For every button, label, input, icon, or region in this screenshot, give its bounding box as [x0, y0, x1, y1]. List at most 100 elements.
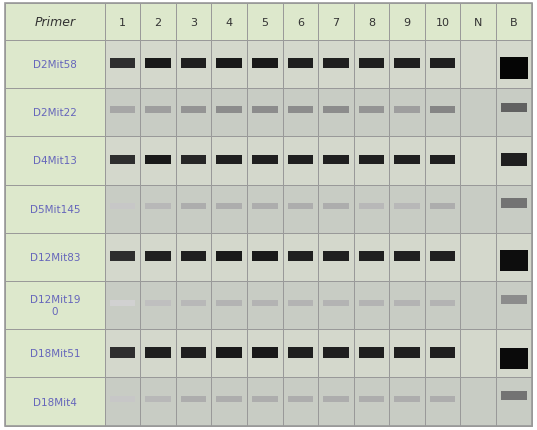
- Bar: [216, 396, 242, 402]
- Bar: [252, 300, 278, 306]
- Bar: [496, 89, 532, 137]
- Text: 3: 3: [190, 18, 197, 28]
- Bar: [252, 396, 278, 402]
- Bar: [499, 348, 528, 369]
- Bar: [105, 4, 140, 41]
- Bar: [216, 107, 242, 114]
- Text: 9: 9: [403, 18, 411, 28]
- Bar: [430, 396, 455, 402]
- Bar: [5, 137, 105, 185]
- Bar: [354, 137, 389, 185]
- Bar: [176, 89, 212, 137]
- Bar: [5, 89, 105, 137]
- Bar: [181, 396, 206, 402]
- Bar: [323, 155, 349, 165]
- Bar: [359, 204, 384, 210]
- Bar: [216, 204, 242, 210]
- Bar: [216, 347, 242, 358]
- Bar: [212, 41, 247, 89]
- Bar: [288, 107, 313, 114]
- Bar: [176, 41, 212, 89]
- Bar: [176, 281, 212, 329]
- Bar: [146, 347, 171, 358]
- Bar: [288, 300, 313, 306]
- Text: D4Mit13: D4Mit13: [33, 156, 77, 166]
- Bar: [282, 4, 318, 41]
- Bar: [247, 233, 282, 281]
- Bar: [425, 329, 461, 378]
- Bar: [212, 329, 247, 378]
- Bar: [354, 281, 389, 329]
- Bar: [394, 107, 420, 114]
- Bar: [430, 155, 455, 165]
- Bar: [394, 300, 420, 306]
- Bar: [496, 185, 532, 233]
- Bar: [460, 41, 496, 89]
- Bar: [5, 329, 105, 378]
- Bar: [318, 89, 354, 137]
- Bar: [430, 204, 455, 210]
- Bar: [460, 233, 496, 281]
- Bar: [389, 185, 425, 233]
- Bar: [460, 4, 496, 41]
- Bar: [323, 300, 349, 306]
- Bar: [110, 58, 135, 69]
- Bar: [425, 137, 461, 185]
- Bar: [430, 58, 455, 69]
- Bar: [318, 378, 354, 426]
- Bar: [496, 137, 532, 185]
- Bar: [500, 391, 527, 400]
- Bar: [389, 4, 425, 41]
- Bar: [500, 295, 527, 304]
- Bar: [110, 396, 135, 402]
- Bar: [500, 103, 527, 113]
- Bar: [282, 329, 318, 378]
- Bar: [323, 396, 349, 402]
- Bar: [140, 4, 176, 41]
- Bar: [323, 251, 349, 262]
- Bar: [146, 107, 171, 114]
- Bar: [5, 185, 105, 233]
- Bar: [110, 300, 135, 306]
- Bar: [247, 378, 282, 426]
- Bar: [110, 155, 135, 165]
- Bar: [389, 137, 425, 185]
- Bar: [359, 300, 384, 306]
- Bar: [5, 378, 105, 426]
- Bar: [140, 185, 176, 233]
- Bar: [394, 58, 420, 69]
- Bar: [288, 251, 313, 262]
- Bar: [212, 378, 247, 426]
- Text: 6: 6: [297, 18, 304, 28]
- Bar: [425, 281, 461, 329]
- Bar: [282, 281, 318, 329]
- Bar: [288, 396, 313, 402]
- Bar: [212, 185, 247, 233]
- Bar: [425, 89, 461, 137]
- Bar: [252, 204, 278, 210]
- Text: D12Mit83: D12Mit83: [30, 252, 81, 262]
- Text: 5: 5: [262, 18, 268, 28]
- Bar: [389, 378, 425, 426]
- Bar: [110, 251, 135, 262]
- Bar: [318, 137, 354, 185]
- Bar: [216, 155, 242, 165]
- Text: Primer: Primer: [34, 16, 76, 29]
- Text: B: B: [510, 18, 518, 28]
- Bar: [140, 233, 176, 281]
- Bar: [318, 41, 354, 89]
- Bar: [288, 155, 313, 165]
- Bar: [216, 300, 242, 306]
- Bar: [359, 58, 384, 69]
- Bar: [288, 347, 313, 358]
- Bar: [212, 89, 247, 137]
- Bar: [430, 107, 455, 114]
- Bar: [318, 281, 354, 329]
- Text: N: N: [474, 18, 482, 28]
- Bar: [181, 300, 206, 306]
- Text: 10: 10: [436, 18, 449, 28]
- Bar: [496, 41, 532, 89]
- Bar: [247, 137, 282, 185]
- Bar: [496, 4, 532, 41]
- Bar: [323, 347, 349, 358]
